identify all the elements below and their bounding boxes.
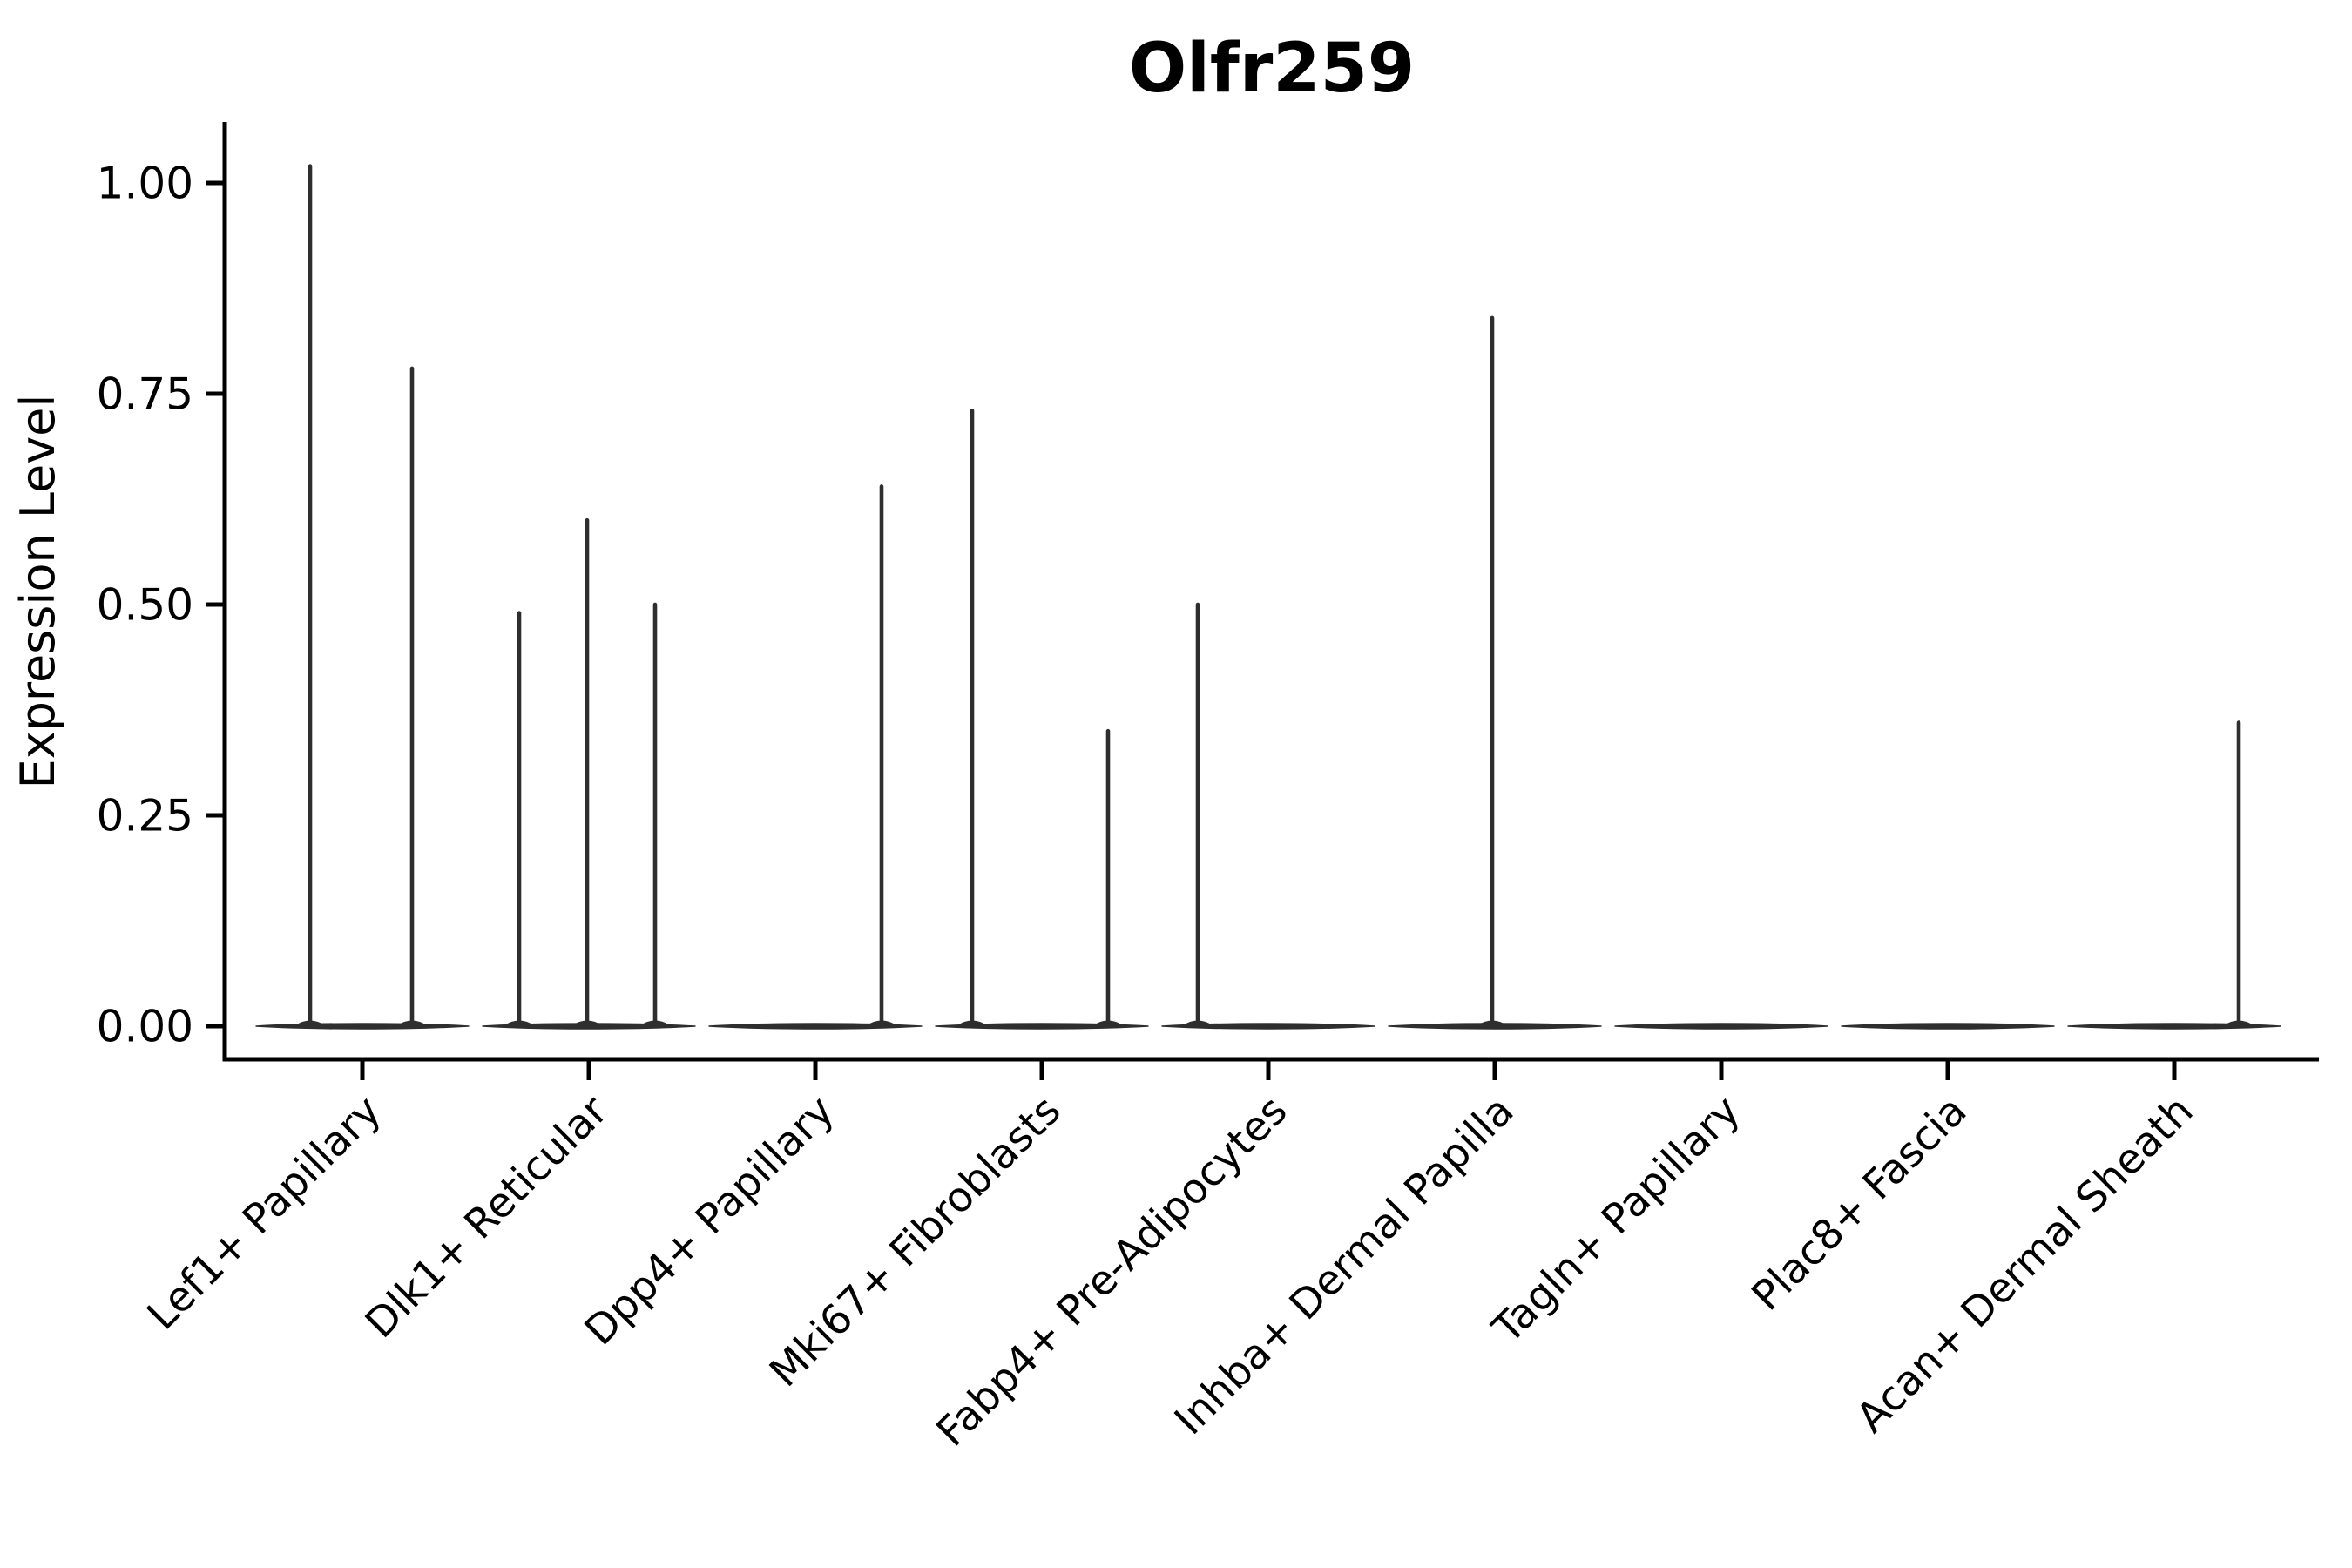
violin-base: [255, 1023, 470, 1030]
violin-base: [1841, 1023, 2055, 1030]
violin-base: [1161, 1023, 1375, 1030]
x-tick-label: Plac8+ Fascia: [1742, 1087, 1976, 1321]
chart-title: Olfr259: [1129, 30, 1415, 108]
y-tick-label: 1.00: [97, 159, 193, 209]
violin-base: [1614, 1023, 1828, 1030]
x-tick-label: Tagln+ Papillary: [1483, 1087, 1749, 1354]
x-tick-label: Dlk1+ Reticular: [356, 1086, 618, 1348]
y-tick-label: 0.75: [97, 369, 193, 420]
x-tick-label: Dpp4+ Papillary: [576, 1087, 844, 1355]
x-tick-label: Lef1+ Papillary: [139, 1087, 391, 1340]
violin-base: [1388, 1023, 1602, 1030]
y-tick-label: 0.00: [97, 1002, 193, 1052]
y-axis-title: Expression Level: [10, 395, 65, 789]
y-tick-label: 0.50: [97, 580, 193, 631]
y-tick-label: 0.25: [97, 791, 193, 841]
